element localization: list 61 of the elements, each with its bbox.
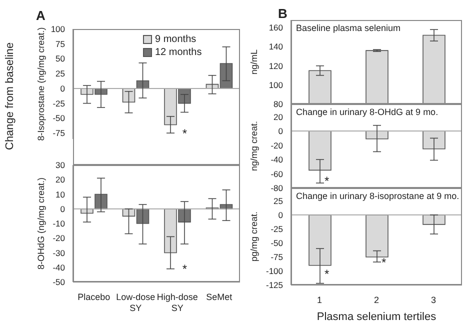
x-tick-label: Low-dose SY: [116, 292, 156, 313]
y-tick-label: 50: [56, 54, 66, 64]
legend-label: 9 months: [155, 33, 196, 46]
y-axis-title: ng/mL: [249, 49, 260, 75]
y-axis-title: 8-OHdG (ng/mg creat.): [36, 177, 46, 270]
x-tick-label: 2: [374, 295, 380, 305]
annotation: *: [324, 267, 330, 282]
y-tick-label: 20: [274, 112, 284, 122]
annotation: *: [182, 126, 188, 140]
x-tick-label: 3: [430, 295, 436, 305]
y-tick-label: 10: [56, 189, 66, 200]
y-axis-title: pg/mg creat.: [249, 211, 260, 262]
y-tick-label: -50: [270, 238, 284, 248]
y-tick-label: 100: [268, 80, 284, 90]
y-tick-label: 25: [56, 68, 66, 79]
y-tick-label: 0: [60, 83, 66, 94]
legend-label: 12 months: [155, 46, 202, 59]
chart-title: Baseline plasma selenium: [296, 23, 401, 33]
x-tick-label: Placebo: [78, 292, 110, 302]
y-tick-label: -20: [52, 233, 66, 244]
x-tick-label: 1: [316, 295, 322, 305]
y-tick-label: 160: [268, 22, 284, 33]
y-tick-label: -25: [270, 224, 284, 234]
y-tick-label: 0: [278, 126, 284, 136]
text: Change from baseline: [4, 42, 16, 150]
y-tick-label: 75: [56, 38, 66, 49]
y-tick-label: 20: [56, 174, 66, 185]
x-axis-title: Plasma selenium tertiles: [316, 311, 437, 323]
y-tick-label: 30: [56, 160, 66, 170]
y-tick-label: 140: [268, 42, 284, 52]
y-tick-label: 80: [274, 99, 284, 110]
y-axis-title: ng/mg creat.: [249, 120, 260, 172]
y-tick-label: -125: [266, 280, 284, 290]
y-tick-label: -40: [52, 262, 66, 272]
y-tick-label: 0: [278, 210, 284, 220]
annotation: *: [182, 262, 188, 276]
y-tick-label: -75: [270, 252, 284, 262]
y-tick-label: -80: [270, 183, 284, 194]
y-tick-label: -40: [270, 154, 284, 165]
annotation: *: [382, 255, 386, 270]
y-tick-label: -100: [266, 266, 284, 276]
chart-title: Change in urinary 8-OHdG at 9 mo.: [296, 107, 438, 117]
y-tick-label: 120: [268, 60, 284, 71]
y-tick-label: 0: [60, 204, 66, 214]
y-tick-label: -60: [270, 168, 284, 179]
y-axis-title: 8-Isoprostane (ng/mg creat.): [36, 27, 46, 141]
text: B: [278, 6, 288, 21]
y-tick-label: -30: [52, 248, 66, 258]
y-tick-label: -10: [52, 218, 66, 229]
y-tick-label: 100: [50, 24, 66, 34]
y-tick-label: -20: [270, 140, 284, 150]
y-tick-label: -50: [52, 113, 66, 124]
x-tick-label: High-dose SY: [156, 292, 198, 313]
annotation: *: [324, 174, 330, 188]
y-tick-label: -50: [52, 277, 66, 288]
y-tick-label: 25: [274, 196, 284, 206]
y-tick-label: -25: [52, 98, 66, 108]
y-tick-label: -75: [52, 128, 66, 138]
x-tick-label: SeMet: [206, 292, 233, 302]
chart-title: Change in urinary 8-isoprostane at 9 mo.: [296, 191, 460, 201]
text: A: [36, 8, 46, 23]
